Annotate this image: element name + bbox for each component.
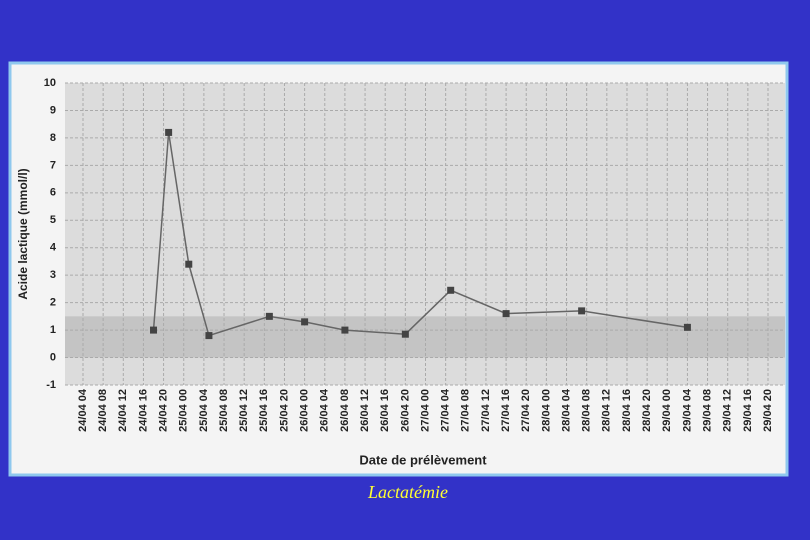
x-tick-label: 26/04 04 (319, 388, 331, 432)
y-tick-label: 4 (50, 242, 57, 254)
caption: Lactatémie (367, 482, 448, 502)
data-point (150, 326, 158, 334)
data-point (502, 310, 510, 318)
x-tick-label: 24/04 20 (157, 389, 169, 432)
data-line (152, 132, 688, 337)
y-tick-label: 0 (50, 351, 56, 363)
x-tick-label: 29/04 12 (722, 389, 734, 432)
data-point (301, 318, 309, 326)
y-tick-label: 8 (50, 132, 56, 144)
x-tick-label: 25/04 04 (198, 388, 210, 432)
y-tick-label: 2 (50, 297, 56, 309)
x-tick-label: 29/04 16 (742, 389, 754, 432)
data-point (447, 286, 455, 294)
x-tick-label: 28/04 12 (601, 389, 613, 432)
x-tick-label: 24/04 04 (77, 388, 89, 432)
data-point (165, 128, 173, 136)
x-tick-label: 26/04 16 (379, 389, 391, 432)
x-tick-label: 27/04 12 (480, 389, 492, 432)
x-tick-label: 28/04 08 (581, 389, 593, 432)
x-tick-label: 25/04 08 (218, 389, 230, 432)
x-tick-label: 29/04 00 (661, 389, 673, 432)
x-tick-label: 26/04 12 (359, 389, 371, 432)
x-tick-label: 29/04 04 (681, 388, 693, 432)
reference-band (65, 316, 785, 358)
y-tick-label: 7 (50, 159, 56, 171)
data-point (683, 323, 691, 331)
x-tick-label: 27/04 00 (419, 389, 431, 432)
x-tick-label: 27/04 16 (500, 389, 512, 432)
data-point (265, 312, 273, 320)
x-tick-label: 27/04 08 (460, 389, 472, 432)
data-point (341, 326, 349, 334)
x-tick-label: 26/04 08 (339, 389, 351, 432)
x-tick-label: 27/04 20 (520, 389, 532, 432)
y-tick-label: -1 (46, 379, 56, 391)
data-point (578, 307, 586, 315)
y-tick-label: 9 (50, 104, 56, 116)
y-tick-label: 5 (50, 214, 56, 226)
data-point (185, 260, 193, 268)
x-axis-label: Date de prélèvement (359, 452, 487, 467)
y-axis-label: Acide lactique (mmol/l) (16, 168, 30, 299)
x-tick-label: 28/04 00 (540, 389, 552, 432)
x-tick-label: 25/04 12 (238, 389, 250, 432)
data-point (205, 332, 213, 340)
y-tick-label: 10 (44, 77, 56, 89)
y-tick-label: 6 (50, 187, 56, 199)
x-tick-label: 27/04 04 (440, 388, 452, 432)
x-tick-label: 28/04 20 (641, 389, 653, 432)
x-tick-label: 24/04 12 (117, 389, 129, 432)
x-tick-label: 25/04 20 (278, 389, 290, 432)
x-tick-label: 26/04 20 (399, 389, 411, 432)
x-tick-label: 25/04 16 (258, 389, 270, 432)
x-tick-label: 26/04 00 (299, 389, 311, 432)
x-tick-label: 24/04 16 (137, 389, 149, 432)
x-tick-label: 28/04 16 (621, 389, 633, 432)
x-tick-label: 25/04 00 (178, 389, 190, 432)
x-tick-label: 24/04 08 (97, 389, 109, 432)
x-tick-label: 29/04 20 (762, 389, 774, 432)
x-tick-label: 29/04 08 (701, 389, 713, 432)
y-tick-label: 3 (50, 269, 56, 281)
x-tick-label: 28/04 04 (560, 388, 572, 432)
y-tick-label: 1 (50, 324, 56, 336)
data-point (401, 330, 409, 338)
